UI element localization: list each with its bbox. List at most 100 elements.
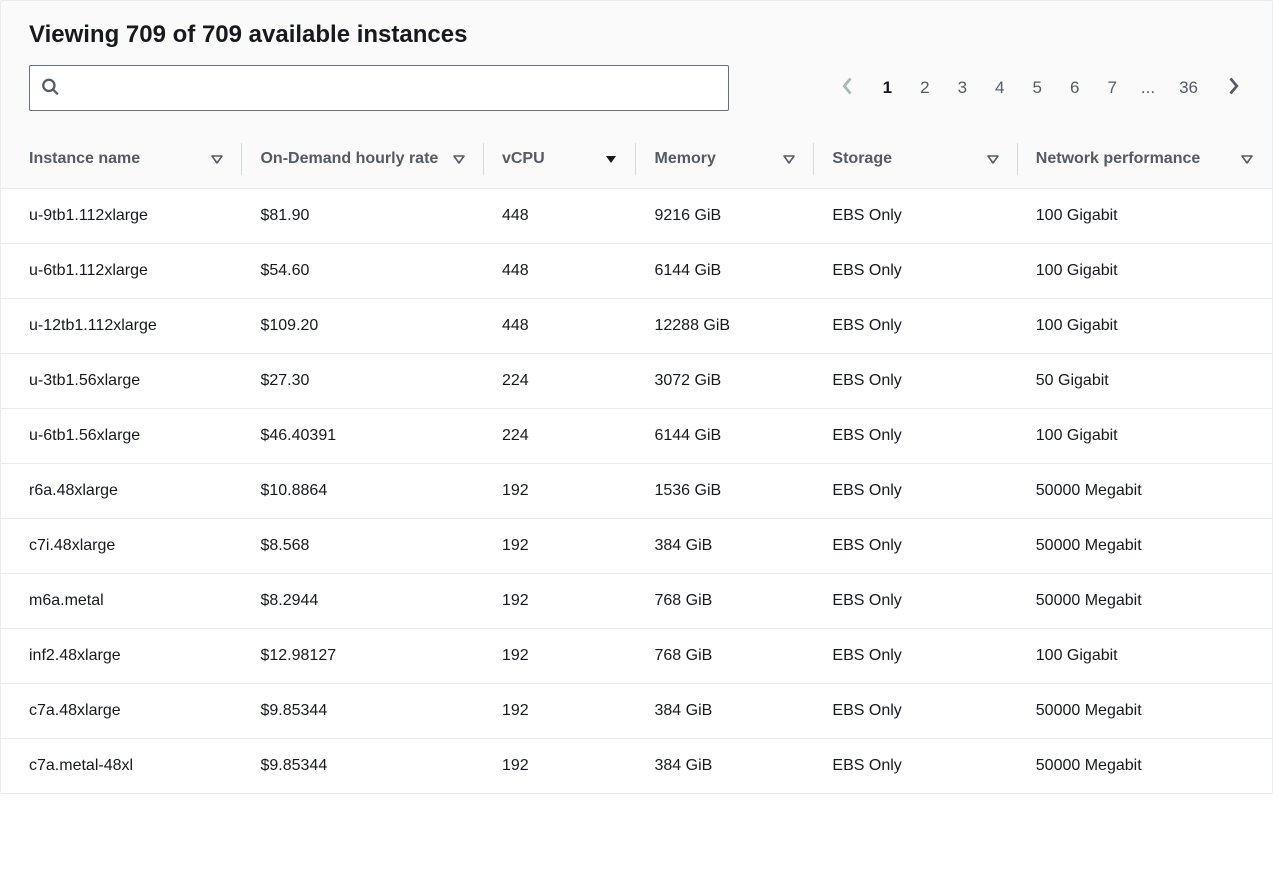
cell-storage: EBS Only	[814, 353, 1017, 408]
cell-network: 50000 Megabit	[1018, 738, 1272, 793]
sort-icon	[210, 152, 224, 166]
cell-rate: $8.568	[242, 518, 483, 573]
column-label: Memory	[654, 149, 715, 170]
cell-rate: $9.85344	[242, 683, 483, 738]
table-row[interactable]: u-12tb1.112xlarge$109.2044812288 GiBEBS …	[1, 298, 1272, 353]
table-row[interactable]: c7i.48xlarge$8.568192384 GiBEBS Only5000…	[1, 518, 1272, 573]
sort-icon	[1240, 152, 1254, 166]
cell-memory: 1536 GiB	[636, 463, 814, 518]
cell-rate: $81.90	[242, 188, 483, 243]
page-number-button[interactable]: 36	[1175, 74, 1202, 102]
column-label: Network performance	[1036, 149, 1201, 170]
cell-rate: $109.20	[242, 298, 483, 353]
cell-vcpu: 224	[484, 353, 637, 408]
table-row[interactable]: u-9tb1.112xlarge$81.904489216 GiBEBS Onl…	[1, 188, 1272, 243]
next-page-button[interactable]	[1222, 72, 1244, 105]
column-header-instance-name[interactable]: Instance name	[1, 131, 242, 188]
cell-vcpu: 192	[484, 573, 637, 628]
chevron-right-icon	[1226, 76, 1240, 101]
column-header-vcpu[interactable]: vCPU	[484, 131, 637, 188]
cell-rate: $9.85344	[242, 738, 483, 793]
cell-network: 100 Gigabit	[1018, 243, 1272, 298]
cell-vcpu: 448	[484, 243, 637, 298]
cell-storage: EBS Only	[814, 298, 1017, 353]
cell-storage: EBS Only	[814, 188, 1017, 243]
cell-name: u-12tb1.112xlarge	[1, 298, 242, 353]
column-header-rate[interactable]: On-Demand hourly rate	[242, 131, 483, 188]
cell-name: c7a.metal-48xl	[1, 738, 242, 793]
cell-memory: 768 GiB	[636, 628, 814, 683]
instances-table-wrap: Instance name On-Demand hourly rate	[1, 131, 1272, 793]
table-row[interactable]: u-3tb1.56xlarge$27.302243072 GiBEBS Only…	[1, 353, 1272, 408]
cell-network: 100 Gigabit	[1018, 628, 1272, 683]
page-number-button[interactable]: 1	[879, 74, 896, 102]
cell-network: 50000 Megabit	[1018, 463, 1272, 518]
pagination: 1 2 3 4 5 6 7 ... 36	[837, 72, 1244, 105]
sort-icon	[452, 152, 466, 166]
cell-network: 100 Gigabit	[1018, 408, 1272, 463]
cell-storage: EBS Only	[814, 408, 1017, 463]
cell-vcpu: 448	[484, 188, 637, 243]
table-header-row: Instance name On-Demand hourly rate	[1, 131, 1272, 188]
column-label: Instance name	[29, 149, 140, 170]
page-number-button[interactable]: 3	[954, 74, 971, 102]
instances-panel: Viewing 709 of 709 available instances 1	[0, 0, 1273, 794]
cell-vcpu: 192	[484, 628, 637, 683]
cell-name: m6a.metal	[1, 573, 242, 628]
search-input[interactable]	[29, 65, 729, 111]
cell-name: u-9tb1.112xlarge	[1, 188, 242, 243]
cell-vcpu: 192	[484, 463, 637, 518]
table-row[interactable]: c7a.metal-48xl$9.85344192384 GiBEBS Only…	[1, 738, 1272, 793]
search-wrap	[29, 65, 729, 111]
cell-memory: 384 GiB	[636, 518, 814, 573]
cell-vcpu: 192	[484, 738, 637, 793]
cell-vcpu: 192	[484, 683, 637, 738]
page-number-button[interactable]: 4	[991, 74, 1008, 102]
cell-name: u-6tb1.112xlarge	[1, 243, 242, 298]
cell-storage: EBS Only	[814, 518, 1017, 573]
page-title: Viewing 709 of 709 available instances	[29, 21, 1244, 49]
column-label: vCPU	[502, 149, 545, 170]
cell-network: 50 Gigabit	[1018, 353, 1272, 408]
sort-icon	[782, 152, 796, 166]
cell-rate: $46.40391	[242, 408, 483, 463]
cell-memory: 768 GiB	[636, 573, 814, 628]
cell-rate: $8.2944	[242, 573, 483, 628]
table-row[interactable]: r6a.48xlarge$10.88641921536 GiBEBS Only5…	[1, 463, 1272, 518]
column-label: Storage	[832, 149, 892, 170]
table-row[interactable]: c7a.48xlarge$9.85344192384 GiBEBS Only50…	[1, 683, 1272, 738]
cell-rate: $27.30	[242, 353, 483, 408]
cell-storage: EBS Only	[814, 738, 1017, 793]
cell-storage: EBS Only	[814, 243, 1017, 298]
panel-header: Viewing 709 of 709 available instances	[1, 1, 1272, 65]
page-number-button[interactable]: 5	[1029, 74, 1046, 102]
cell-network: 50000 Megabit	[1018, 683, 1272, 738]
cell-name: c7a.48xlarge	[1, 683, 242, 738]
cell-name: c7i.48xlarge	[1, 518, 242, 573]
cell-memory: 3072 GiB	[636, 353, 814, 408]
cell-vcpu: 192	[484, 518, 637, 573]
column-header-network[interactable]: Network performance	[1018, 131, 1272, 188]
cell-memory: 6144 GiB	[636, 243, 814, 298]
cell-storage: EBS Only	[814, 463, 1017, 518]
table-row[interactable]: u-6tb1.112xlarge$54.604486144 GiBEBS Onl…	[1, 243, 1272, 298]
cell-memory: 9216 GiB	[636, 188, 814, 243]
page-number-button[interactable]: 7	[1103, 74, 1120, 102]
cell-rate: $12.98127	[242, 628, 483, 683]
sort-icon	[986, 152, 1000, 166]
table-row[interactable]: u-6tb1.56xlarge$46.403912246144 GiBEBS O…	[1, 408, 1272, 463]
cell-memory: 384 GiB	[636, 738, 814, 793]
cell-storage: EBS Only	[814, 628, 1017, 683]
page-number-button[interactable]: 6	[1066, 74, 1083, 102]
table-row[interactable]: inf2.48xlarge$12.98127192768 GiBEBS Only…	[1, 628, 1272, 683]
prev-page-button[interactable]	[837, 72, 859, 105]
page-number-button[interactable]: 2	[916, 74, 933, 102]
cell-rate: $54.60	[242, 243, 483, 298]
table-row[interactable]: m6a.metal$8.2944192768 GiBEBS Only50000 …	[1, 573, 1272, 628]
column-header-storage[interactable]: Storage	[814, 131, 1017, 188]
cell-network: 100 Gigabit	[1018, 298, 1272, 353]
cell-memory: 12288 GiB	[636, 298, 814, 353]
sort-desc-icon	[604, 152, 618, 166]
cell-rate: $10.8864	[242, 463, 483, 518]
column-header-memory[interactable]: Memory	[636, 131, 814, 188]
